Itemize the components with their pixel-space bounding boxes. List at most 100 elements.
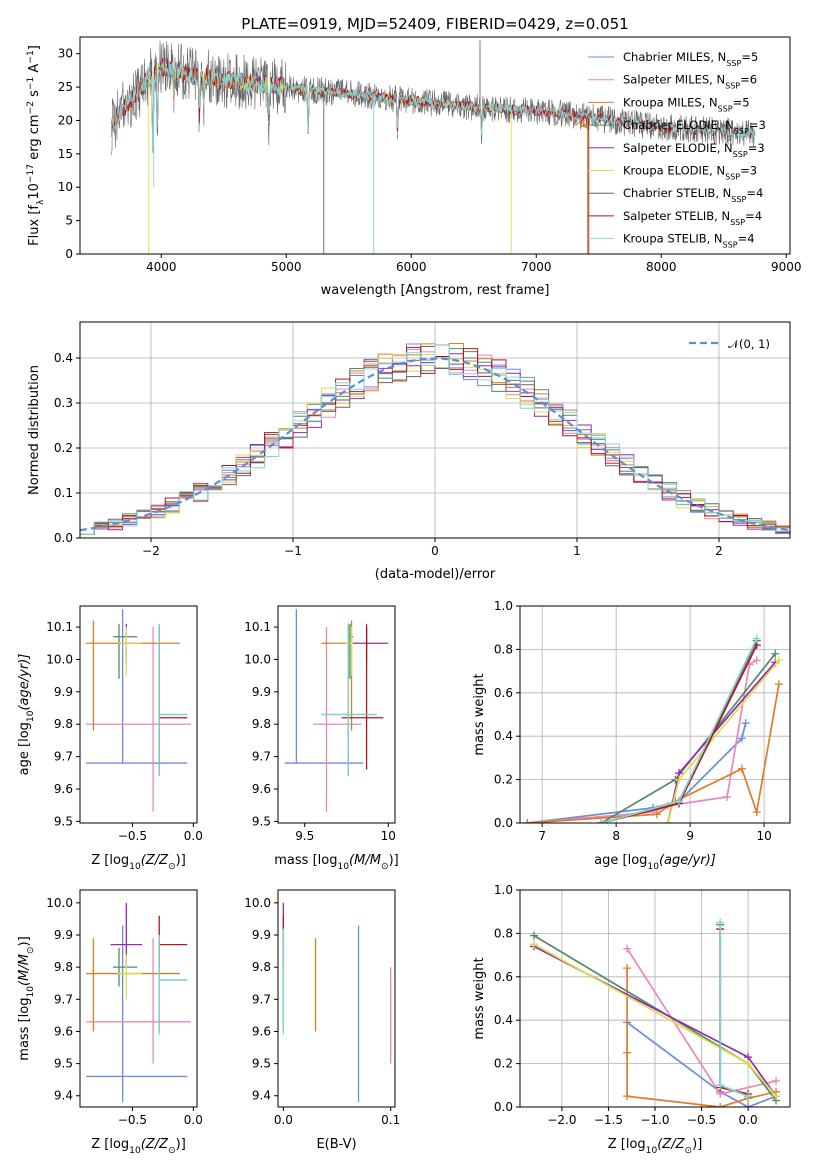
x-tick-label: 1 xyxy=(573,544,581,558)
y-tick-label: 0.1 xyxy=(54,486,73,500)
y-tick-label: 30 xyxy=(58,47,73,61)
spectrum-plot-area xyxy=(110,40,756,254)
age-vs-mass-plot-area xyxy=(284,609,389,812)
weight-point xyxy=(771,649,780,658)
weight-point xyxy=(774,656,783,665)
y-tick-label: 1.0 xyxy=(494,599,513,613)
errorbar-salpeter-miles xyxy=(86,627,191,812)
weight-point xyxy=(663,819,672,823)
y-tick-label: 9.9 xyxy=(54,928,73,942)
weight-vs-age-panel: 7 8 9 10 0.0 0.2 0.4 0.6 0.8 1.0 age [log10(age/yr… xyxy=(472,599,791,872)
legend-label: Chabrier ELODIE, NSSP=3 xyxy=(623,118,766,136)
weight-point xyxy=(744,1103,753,1107)
errorbar-chabrier-stelib xyxy=(158,623,188,777)
errorbar-kroupa-stelib xyxy=(158,623,188,777)
legend-label: Chabrier MILES, NSSP=5 xyxy=(623,50,758,68)
weight-point xyxy=(716,918,725,927)
x-tick-label: −1 xyxy=(284,544,302,558)
weight-point xyxy=(716,1103,725,1107)
weight-line-kroupa-miles xyxy=(527,683,780,823)
x-axis-label: Z [log10(Z/Z⊙)] xyxy=(91,853,186,872)
spectrum-panel: 4000 5000 6000 7000 8000 9000 0 5 10 15 20 25 30 wave… xyxy=(26,36,802,298)
axes-frame xyxy=(277,605,396,824)
y-tick-label: 0.4 xyxy=(494,729,513,743)
x-tick-label: 0.0 xyxy=(274,1113,293,1127)
weight-point xyxy=(652,810,661,819)
x-tick-label: −0.5 xyxy=(118,1113,147,1127)
y-axis-label: Normed distribution xyxy=(27,365,42,495)
weight-point xyxy=(752,634,761,643)
residual-histogram-panel: −2 −1 0 1 2 0.0 0.1 0.2 0.3 0.4 (data-model)/error… xyxy=(27,321,791,582)
y-tick-label: 9.5 xyxy=(54,814,73,828)
weight-line-kroupa-stelib xyxy=(719,922,749,1097)
y-tick-label: 9.8 xyxy=(54,717,73,731)
y-tick-label: 9.7 xyxy=(54,992,73,1006)
weight-point xyxy=(744,1059,753,1068)
mass-vs-metallicity-panel: −0.5 0.0 9.4 9.5 9.6 9.7 9.8 9.9 10.0 Z [log10(Z/… xyxy=(17,889,203,1156)
x-tick-label: −1.0 xyxy=(640,1113,669,1127)
y-tick-label: 9.8 xyxy=(252,960,271,974)
y-axis-label: age [log10(age/yr)] xyxy=(17,654,36,776)
errorbar-chabrier-stelib xyxy=(158,935,188,1032)
y-tick-label: 0.2 xyxy=(494,1057,513,1071)
y-tick-label: 5 xyxy=(65,214,73,228)
legend-label: Salpeter STELIB, NSSP=4 xyxy=(623,209,762,227)
y-tick-label: 1.0 xyxy=(494,883,513,897)
y-tick-label: 0.8 xyxy=(494,926,513,940)
x-tick-label: 10 xyxy=(756,829,771,843)
weight-point xyxy=(597,819,606,823)
errorbar-salpeter-elodie xyxy=(349,623,389,663)
axes-frame xyxy=(519,605,791,824)
x-tick-label: 0 xyxy=(431,544,439,558)
errorbar-kroupa-elodie xyxy=(117,954,143,1000)
axes-frame xyxy=(277,889,396,1108)
x-tick-label: 7 xyxy=(538,829,546,843)
x-tick-label: 4000 xyxy=(146,260,177,274)
x-tick-label: −0.5 xyxy=(687,1113,716,1127)
y-tick-label: 10.1 xyxy=(244,620,271,634)
y-tick-label: 25 xyxy=(58,80,73,94)
weight-point xyxy=(723,792,732,801)
x-tick-label: −2 xyxy=(142,544,160,558)
histogram-step-kroupa-stelib xyxy=(80,344,790,538)
x-tick-label: 0.1 xyxy=(381,1113,400,1127)
y-tick-label: 9.6 xyxy=(252,782,271,796)
weight-line-chabrier-stelib xyxy=(719,924,749,1097)
axes-frame xyxy=(79,36,791,255)
weight-point xyxy=(523,819,532,823)
y-tick-label: 0.2 xyxy=(54,441,73,455)
y-tick-label: 9.7 xyxy=(252,992,271,1006)
y-tick-label: 15 xyxy=(58,147,73,161)
residuals-plot-area xyxy=(80,322,790,538)
errorbar-chabrier-miles xyxy=(284,609,364,764)
weight-point xyxy=(623,944,632,953)
x-tick-label: 10 xyxy=(381,829,396,843)
y-tick-label: 9.9 xyxy=(252,685,271,699)
legend-label: Kroupa MILES, NSSP=5 xyxy=(623,95,750,113)
axes-frame xyxy=(79,889,198,1108)
y-tick-label: 0.4 xyxy=(494,1013,513,1027)
y-axis-label: mass weight xyxy=(472,957,487,1039)
y-tick-label: 0.0 xyxy=(494,1100,513,1114)
age-vs-Z-plot-area xyxy=(86,609,191,812)
y-tick-label: 0.6 xyxy=(494,970,513,984)
errorbar-kroupa-miles xyxy=(86,938,180,1032)
mass-vs-extinction-panel: 0.0 0.1 9.4 9.5 9.6 9.7 9.8 9.9 10.0 E(B-V) xyxy=(244,889,400,1152)
x-tick-label: 5000 xyxy=(271,260,302,274)
y-tick-label: 0.2 xyxy=(494,773,513,787)
weight-point xyxy=(752,808,761,817)
legend-label: 𝒩(0, 1) xyxy=(728,337,770,351)
y-tick-label: 0.3 xyxy=(54,396,73,410)
y-tick-label: 9.9 xyxy=(54,685,73,699)
x-tick-label: 2 xyxy=(715,544,723,558)
weight-point xyxy=(737,734,746,743)
y-tick-label: 9.5 xyxy=(252,814,271,828)
spectrum-legend: Chabrier MILES, NSSP=5 Salpeter MILES, NS… xyxy=(588,50,766,249)
x-axis-label: (data-model)/error xyxy=(375,567,496,582)
weight-point xyxy=(529,940,538,949)
weight-line-chabrier-elodie xyxy=(600,653,776,823)
y-tick-label: 9.6 xyxy=(252,1024,271,1038)
errorbar-chabrier-elodie xyxy=(112,623,138,679)
y-axis-label: Flux [fλ10−17 erg cm−2 s−1 A−1] xyxy=(26,45,46,246)
y-tick-label: 9.7 xyxy=(252,750,271,764)
